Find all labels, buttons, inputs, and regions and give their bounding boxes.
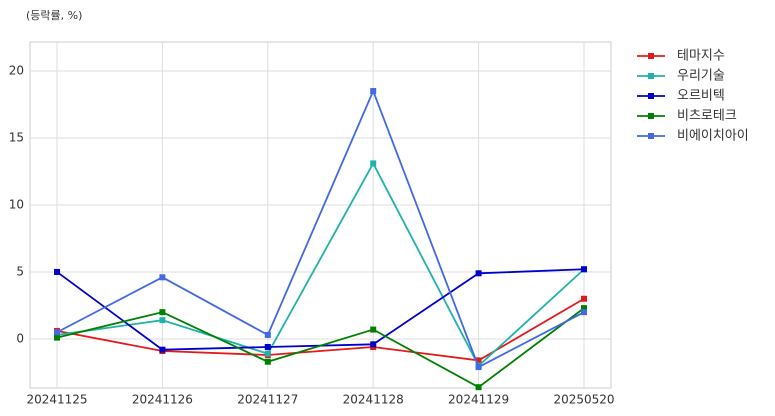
point-marker: [475, 364, 482, 371]
legend-marker: [648, 73, 654, 79]
x-tick-label: 20241128: [343, 393, 404, 407]
point-marker: [475, 384, 482, 391]
legend-marker: [648, 93, 654, 99]
point-marker: [264, 358, 271, 365]
point-marker: [54, 329, 60, 336]
x-tick-label: 20241126: [132, 393, 193, 407]
y-axis-label: (등락률, %): [26, 9, 82, 22]
x-tick-label: 20241125: [26, 393, 87, 407]
point-marker: [475, 270, 482, 277]
x-tick-label: 20241127: [237, 393, 298, 407]
point-marker: [264, 331, 271, 338]
point-marker: [159, 274, 166, 281]
series-line: [56, 161, 585, 368]
legend-marker: [648, 53, 654, 59]
legend-marker: [648, 113, 654, 119]
y-tick-label: 0: [16, 331, 24, 345]
point-marker: [581, 266, 587, 273]
legend-marker: [648, 133, 654, 139]
point-marker: [370, 160, 377, 167]
y-tick-label: 15: [9, 130, 24, 144]
series-line: [56, 307, 585, 389]
point-marker: [581, 305, 587, 312]
x-tick-label: 20241129: [448, 393, 509, 407]
series-line: [56, 88, 585, 369]
legend-label: 테마지수: [677, 49, 725, 64]
point-marker: [159, 346, 166, 353]
legend-label: 비에이치아이: [677, 129, 749, 144]
point-marker: [370, 326, 377, 333]
point-marker: [370, 88, 377, 95]
point-marker: [264, 350, 271, 357]
point-marker: [159, 309, 166, 316]
point-marker: [264, 343, 271, 350]
point-marker: [159, 317, 166, 324]
y-tick-label: 20: [9, 63, 24, 77]
legend-label: 오르비텍: [677, 89, 725, 104]
point-marker: [54, 268, 60, 275]
point-marker: [475, 357, 482, 364]
y-tick-label: 10: [9, 197, 24, 211]
point-marker: [581, 295, 587, 302]
x-tick-label: 20250520: [553, 393, 614, 407]
point-marker: [581, 309, 587, 316]
legend-label: 비츠로테크: [677, 109, 737, 124]
legend-label: 우리기술: [677, 69, 725, 84]
point-marker: [370, 341, 377, 348]
y-tick-label: 5: [16, 264, 24, 278]
point-marker: [54, 334, 60, 341]
series-line: [56, 268, 585, 351]
plot-area: [29, 41, 612, 389]
